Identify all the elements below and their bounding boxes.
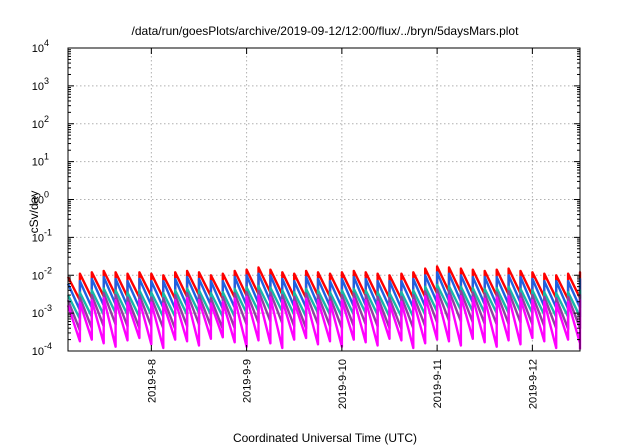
x-tick-label: 2019-9-10 [337,359,349,409]
x-axis-label: Coordinated Universal Time (UTC) [233,431,417,445]
series-layer [66,265,582,350]
y-tick-exponent: 1 [44,152,49,162]
chart-title: /data/run/goesPlots/archive/2019-09-12/1… [132,24,520,38]
y-tick-exponent: -2 [44,265,52,275]
y-tick-exponent: 3 [44,76,49,86]
x-tick-label: 2019-9-12 [527,359,539,409]
series-line-5 [66,293,582,350]
x-tick-label: 2019-9-9 [242,359,254,403]
y-tick-label: 10-4 [32,341,52,358]
y-tick-label: 10-2 [32,265,52,282]
grid [68,48,580,351]
y-tick-label: 103 [32,76,49,93]
y-axis-label: cSv/day [27,191,41,234]
y-tick-exponent: -4 [44,341,52,351]
y-tick-exponent: -3 [44,303,52,313]
y-tick-exponent: 4 [44,38,49,48]
plot-frame [67,47,581,352]
y-tick-exponent: 2 [44,114,49,124]
y-tick-label: 102 [32,114,49,131]
y-tick-exponent: 0 [44,190,49,200]
x-tick-label: 2019-9-8 [146,359,158,403]
y-tick-label: 104 [32,38,49,55]
x-ticks: 2019-9-8 2019-9-9 2019-9-10 2019-9-11 2019-9… [146,48,539,409]
y-tick-exponent: -1 [44,227,52,237]
y-tick-label: 101 [32,152,49,169]
y-tick-label: 10-3 [32,303,52,320]
x-tick-label: 2019-9-11 [432,359,444,408]
